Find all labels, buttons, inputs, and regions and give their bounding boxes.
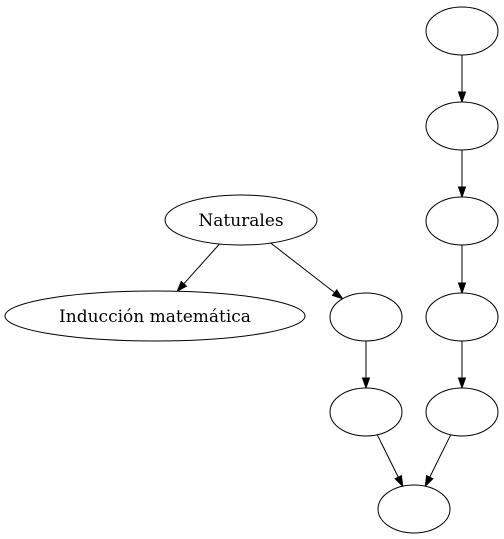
nodes-layer: Naturales Inducción matemática	[4, 6, 499, 534]
node-col-3[interactable]	[425, 196, 499, 246]
arrowhead-icon	[457, 91, 467, 104]
edge-line	[183, 243, 220, 285]
node-col-5[interactable]	[425, 387, 499, 437]
edge-col_3-to-col_4	[457, 245, 467, 295]
arrowhead-icon	[176, 280, 188, 293]
node-col-2[interactable]	[425, 101, 499, 151]
edge-line	[270, 242, 335, 294]
node-col-3-ellipse	[425, 196, 499, 246]
arrowhead-icon	[361, 377, 371, 390]
edge-mid_a-to-mid_b	[361, 341, 371, 390]
node-mid-a[interactable]	[329, 292, 403, 342]
edge-line	[376, 434, 399, 478]
arrowhead-icon	[331, 289, 344, 300]
node-naturales-ellipse	[164, 194, 318, 246]
node-sink-ellipse	[377, 484, 451, 534]
edge-line	[429, 434, 452, 478]
edge-col_4-to-col_5	[457, 341, 467, 390]
edge-col_2-to-col_3	[457, 150, 467, 199]
node-induccion-label: Inducción matemática	[59, 307, 251, 327]
edge-col_5-to-sink	[424, 434, 452, 488]
node-col-5-ellipse	[425, 387, 499, 437]
node-mid-b[interactable]	[329, 387, 403, 437]
arrowhead-icon	[457, 282, 467, 295]
edge-naturales-to-mid_a	[270, 242, 344, 300]
node-induccion-ellipse	[4, 290, 306, 342]
edges-layer	[176, 55, 467, 488]
arrowhead-icon	[457, 377, 467, 390]
edge-mid_b-to-sink	[376, 434, 404, 488]
edge-naturales-to-induccion	[176, 243, 220, 293]
node-col-1[interactable]	[425, 6, 499, 56]
node-col-2-ellipse	[425, 101, 499, 151]
arrowhead-icon	[394, 474, 404, 488]
node-sink[interactable]	[377, 484, 451, 534]
node-col-4-ellipse	[425, 292, 499, 342]
node-mid-b-ellipse	[329, 387, 403, 437]
node-col-1-ellipse	[425, 6, 499, 56]
node-naturales[interactable]: Naturales	[164, 194, 318, 246]
node-mid-a-ellipse	[329, 292, 403, 342]
edge-col_1-to-col_2	[457, 55, 467, 104]
node-col-4[interactable]	[425, 292, 499, 342]
arrowhead-icon	[457, 186, 467, 199]
arrowhead-icon	[424, 474, 434, 488]
node-naturales-label: Naturales	[198, 211, 283, 231]
node-induccion[interactable]: Inducción matemática	[4, 290, 306, 342]
